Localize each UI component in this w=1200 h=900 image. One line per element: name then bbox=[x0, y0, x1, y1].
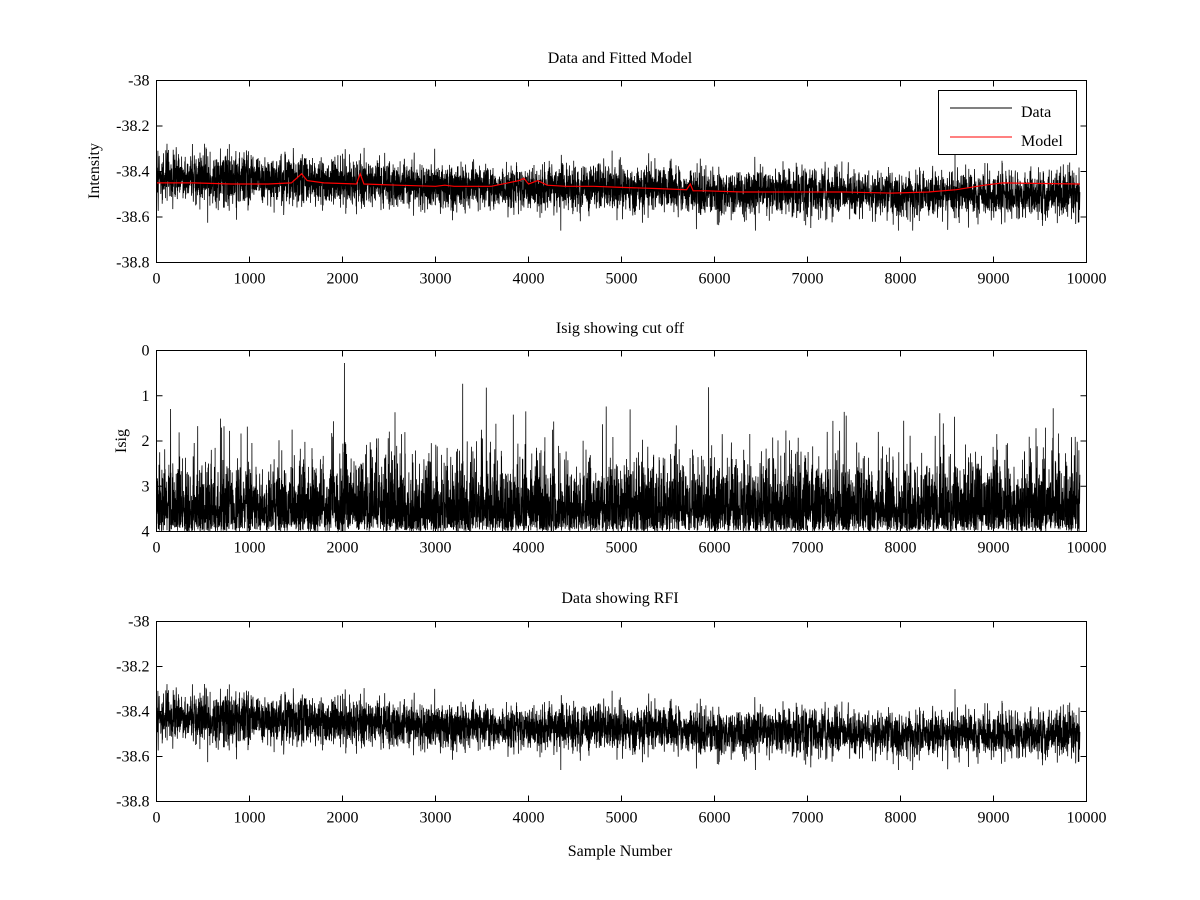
panel-1-plot-area bbox=[156, 143, 1081, 231]
x-tick-label: 1000 bbox=[234, 540, 266, 557]
x-tick-label: 9000 bbox=[978, 540, 1010, 557]
y-tick-label: 2 bbox=[142, 433, 150, 450]
series-line-data-3 bbox=[156, 683, 1081, 771]
x-tick-label: 4000 bbox=[513, 810, 545, 827]
x-tick-label: 6000 bbox=[699, 810, 731, 827]
panel-3-plot-area bbox=[156, 683, 1081, 771]
x-tick-label: 0 bbox=[153, 271, 161, 288]
x-tick-label: 3000 bbox=[420, 810, 452, 827]
x-tick-label: 0 bbox=[153, 540, 161, 557]
x-tick-label: 5000 bbox=[606, 810, 638, 827]
y-tick-label: -38.8 bbox=[116, 255, 149, 272]
x-tick-label: 8000 bbox=[885, 810, 917, 827]
y-tick-label: 0 bbox=[142, 343, 150, 360]
x-tick-label: 10000 bbox=[1067, 540, 1107, 557]
x-tick-label: 2000 bbox=[327, 540, 359, 557]
x-tick-label: 6000 bbox=[699, 540, 731, 557]
y-tick-label: -38.2 bbox=[116, 659, 149, 676]
series-line-data-1 bbox=[156, 143, 1081, 231]
y-tick-label: -38 bbox=[128, 73, 149, 90]
panel-3-title: Data showing RFI bbox=[561, 590, 678, 607]
y-tick-label: -38.4 bbox=[116, 164, 149, 181]
y-tick-label: -38.4 bbox=[116, 704, 149, 721]
panel-3-xlabel: Sample Number bbox=[568, 843, 673, 860]
series-line-model-1 bbox=[156, 172, 1081, 194]
legend-label-model: Model bbox=[1021, 133, 1063, 150]
x-tick-label: 5000 bbox=[606, 540, 638, 557]
y-tick-label: -38.6 bbox=[116, 209, 149, 226]
x-tick-label: 9000 bbox=[978, 271, 1010, 288]
x-tick-label: 4000 bbox=[513, 540, 545, 557]
y-tick-label: -38.2 bbox=[116, 118, 149, 135]
panel-1-ylabel: Intensity bbox=[86, 143, 103, 199]
x-tick-label: 10000 bbox=[1067, 271, 1107, 288]
panel-2-title: Isig showing cut off bbox=[556, 320, 685, 337]
legend-label-data: Data bbox=[1021, 104, 1051, 121]
x-tick-label: 5000 bbox=[606, 271, 638, 288]
x-tick-label: 7000 bbox=[792, 271, 824, 288]
x-tick-label: 8000 bbox=[885, 271, 917, 288]
x-tick-label: 10000 bbox=[1067, 810, 1107, 827]
x-tick-label: 2000 bbox=[327, 271, 359, 288]
x-tick-label: 2000 bbox=[327, 810, 359, 827]
x-tick-label: 1000 bbox=[234, 271, 266, 288]
x-tick-label: 6000 bbox=[699, 271, 731, 288]
legend-box bbox=[938, 90, 1077, 155]
series-line-isig-2 bbox=[156, 362, 1081, 533]
y-tick-label: 3 bbox=[142, 478, 150, 495]
panel-2-plot-area bbox=[156, 362, 1081, 533]
x-tick-label: 7000 bbox=[792, 810, 824, 827]
x-tick-label: 1000 bbox=[234, 810, 266, 827]
panel-data-fitted-model: Data and Fitted Model Intensity Data Mod… bbox=[86, 50, 1087, 263]
y-tick-label: 1 bbox=[142, 388, 150, 405]
y-tick-label: -38 bbox=[128, 614, 149, 631]
y-tick-label: -38.8 bbox=[116, 794, 149, 811]
panel-1-title: Data and Fitted Model bbox=[548, 50, 693, 67]
x-tick-label: 8000 bbox=[885, 540, 917, 557]
x-tick-label: 3000 bbox=[420, 540, 452, 557]
x-tick-label: 0 bbox=[153, 810, 161, 827]
x-tick-label: 4000 bbox=[513, 271, 545, 288]
y-tick-label: 4 bbox=[142, 524, 150, 541]
x-tick-label: 9000 bbox=[978, 810, 1010, 827]
y-tick-label: -38.6 bbox=[116, 749, 149, 766]
x-tick-label: 3000 bbox=[420, 271, 452, 288]
panel-1-legend: Data Model bbox=[938, 90, 1077, 155]
x-tick-label: 7000 bbox=[792, 540, 824, 557]
panel-2-ylabel: Isig bbox=[113, 429, 130, 453]
